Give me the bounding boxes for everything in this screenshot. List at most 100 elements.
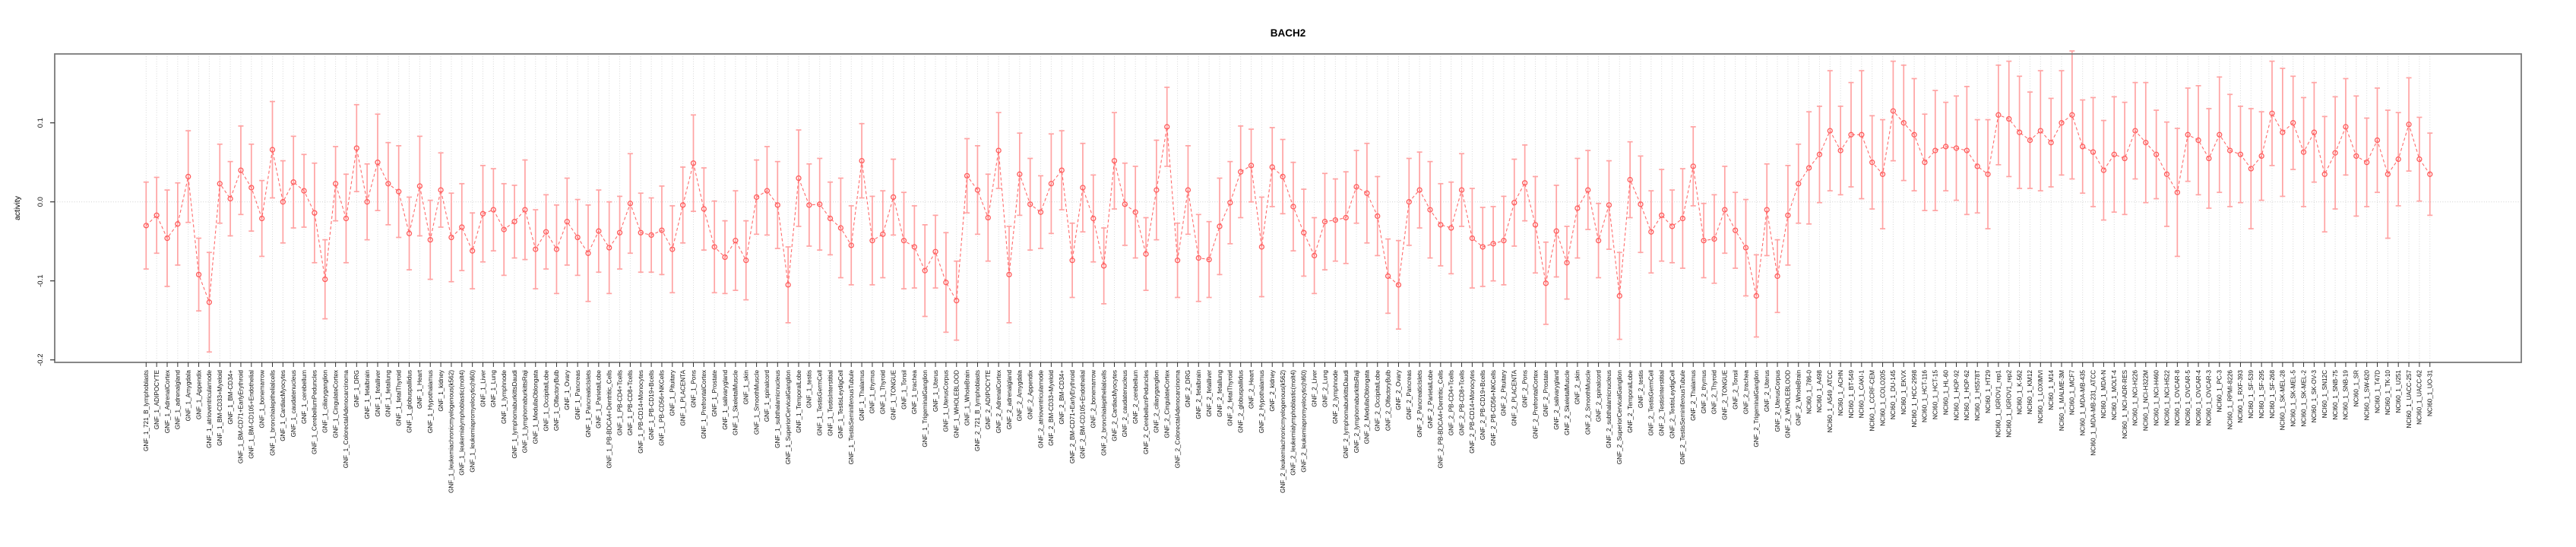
data-point [1522, 180, 1528, 186]
x-tick-label: NCI60_1_SK-MEL-28 [2280, 370, 2286, 431]
data-point [1711, 236, 1717, 242]
data-point [364, 199, 370, 205]
data-point [1796, 181, 1802, 187]
data-point [553, 246, 560, 252]
data-point [2027, 137, 2033, 144]
data-point [427, 236, 433, 243]
x-tick-label: NCI60_1_786-0 [1805, 370, 1812, 414]
x-tick-label: GNF_1_leukemiapromyelocytic(hl60) [469, 370, 476, 473]
data-point [1638, 201, 1644, 207]
data-point [2080, 144, 2086, 150]
data-point [459, 224, 465, 230]
data-point [206, 299, 213, 305]
data-point [690, 160, 697, 166]
data-point [1458, 187, 1465, 193]
x-tick-label: GNF_1_Prostate [711, 370, 718, 417]
data-point [2416, 156, 2423, 163]
data-point [574, 234, 581, 241]
data-point [501, 226, 507, 232]
data-point [880, 231, 886, 237]
x-tick-label: GNF_2_CardiacMyocytes [1111, 370, 1118, 441]
data-point [490, 207, 496, 213]
x-tick-label: NCI60_1_SF-539 [2248, 370, 2255, 419]
x-tick-label: GNF_1_PB-CD19+Bcells [648, 370, 655, 440]
x-tick-label: GNF_1_testis [806, 370, 813, 408]
x-tick-label: GNF_1_SuperiorCervicalGanglion [785, 370, 792, 465]
x-tick-label: GNF_1_Liver [479, 370, 486, 407]
x-tick-label: GNF_1_bonemarrow [258, 370, 265, 428]
data-point [985, 214, 991, 221]
data-point [1101, 263, 1107, 269]
data-point [343, 215, 350, 222]
data-point [175, 221, 181, 227]
data-point [1690, 163, 1696, 169]
data-point [680, 202, 686, 208]
data-point [1701, 238, 1707, 244]
x-tick-label: GNF_1_SmoothMuscle [753, 370, 760, 435]
x-tick-label: NCI60_1_HOP-92 [1953, 370, 1960, 421]
x-tick-label: NCI60_1_OVCAR-3 [2206, 370, 2213, 426]
data-point [1974, 163, 1980, 169]
x-tick-label: GNF_1_Heart [416, 369, 423, 409]
x-tick-label: GNF_1_WHOLEBLOOD [954, 370, 960, 438]
x-tick-label: NCI60_1_LOXIMVI [2037, 370, 2044, 423]
x-tick-label: GNF_2_PancreaticIslets [1416, 370, 1423, 438]
data-point [438, 187, 444, 193]
data-point [1164, 124, 1170, 130]
x-tick-label: GNF_1_fetalThyroid [396, 370, 403, 426]
data-point [238, 167, 244, 173]
x-tick-label: GNF_2_Thalamus [1690, 370, 1697, 421]
data-point [1606, 202, 1612, 208]
x-tick-label: GNF_1_subthalamicnucleus [774, 370, 781, 448]
data-point [2311, 129, 2318, 135]
x-tick-label: NCI60_1_OVCAR-8 [2174, 370, 2181, 426]
x-tick-label: GNF_1_WholeBrain [964, 370, 970, 426]
x-tick-label: GNF_1_TestisInterstitial [827, 370, 834, 436]
x-tick-label: GNF_2_TestisGermCell [1648, 370, 1655, 436]
data-point [1069, 258, 1075, 264]
chart-title: BACH2 [1270, 27, 1306, 39]
x-tick-label: GNF_2_fetalbrain [1195, 370, 1202, 419]
data-point [1722, 207, 1728, 213]
x-tick-label: GNF_1_Amygdala [185, 370, 191, 422]
x-tick-label: GNF_1_ADIPOCYTE [153, 369, 160, 429]
x-tick-label: GNF_2_Ovary [1395, 369, 1402, 410]
x-tick-label: GNF_1_bronchialepithelialcells [269, 370, 276, 456]
x-tick-label: NCI60_1_BT-549 [1848, 370, 1855, 419]
data-point [416, 183, 423, 189]
data-point [533, 246, 539, 252]
x-tick-label: NCI60_1_NCI-ADR-RES [2122, 369, 2128, 438]
x-tick-label: GNF_1_caudatenucleus [290, 370, 297, 437]
data-point [248, 185, 255, 191]
x-tick-label: GNF_1_adrenalgland [175, 370, 182, 430]
x-tick-label: GNF_1_SkeletalMuscle [733, 370, 739, 435]
x-tick-label: GNF_2_Pons [1521, 370, 1528, 408]
data-point [1890, 108, 1897, 114]
data-point [596, 228, 602, 234]
data-point [2037, 128, 2043, 134]
x-tick-label: GNF_2_lymphomaburkittsRaji [1353, 370, 1360, 453]
x-tick-label: NCI60_1_COLO205 [1879, 370, 1886, 426]
data-point [848, 242, 854, 248]
data-point [353, 145, 359, 151]
data-point [974, 187, 981, 193]
x-tick-label: GNF_2_WHOLEBLOOD [1785, 370, 1792, 438]
x-tick-label: NCI60_1_A498 [1816, 370, 1823, 413]
data-point [1185, 187, 1191, 193]
data-point [964, 172, 970, 179]
data-point [1280, 173, 1286, 180]
data-point [954, 298, 960, 304]
data-point [479, 210, 486, 217]
x-tick-label: GNF_1_spinalcord [764, 370, 771, 422]
x-tick-label: NCI60_1_T47D [2374, 370, 2381, 413]
data-point [522, 207, 528, 213]
x-tick-label: GNF_1_thymus [869, 370, 876, 413]
data-point [1332, 217, 1338, 223]
x-tick-label: GNF_2_Pancreas [1406, 370, 1413, 420]
x-tick-label: GNF_2_BM-CD105+Endothelial [1080, 370, 1087, 459]
data-point [143, 223, 149, 229]
x-tick-label: GNF_2_salivarygland [1553, 370, 1560, 430]
x-tick-label: GNF_2_Heart [1248, 369, 1255, 409]
data-point [669, 246, 676, 252]
data-point [743, 258, 749, 264]
